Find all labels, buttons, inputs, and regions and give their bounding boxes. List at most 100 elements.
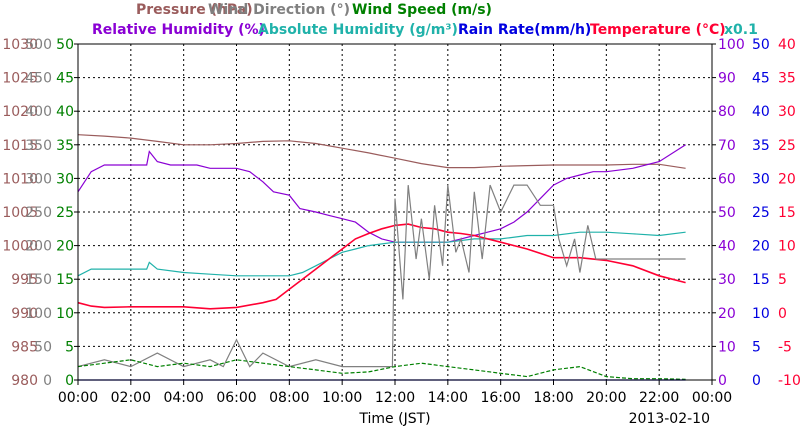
x-tick-label: 20:00 xyxy=(586,390,626,406)
y-tick-label-rain-rate: 35 xyxy=(752,138,770,154)
x-axis-title: Time (JST) xyxy=(358,411,430,427)
legend-wind-speed: Wind Speed (m/s) xyxy=(352,2,492,18)
y-tick-label-relative-humidity: 80 xyxy=(718,104,736,120)
y-tick-label-wind-direction: 100 xyxy=(25,306,52,322)
axes: 00:00 02:00 04:00 06:00 08:00 10:00 12:00 14:00… xyxy=(2,37,800,406)
legend-wind-direction: Wind Direction (°) xyxy=(208,2,350,18)
series-line-wind-speed xyxy=(77,359,686,380)
x-tick-label: 08:00 xyxy=(269,390,309,406)
series-line-pressure xyxy=(77,134,686,169)
y-tick-label-pressure: 1020 xyxy=(2,104,38,120)
x-tick-label: 10:00 xyxy=(322,390,362,406)
y-tick-label-temperature: 30 xyxy=(778,104,796,120)
legend-temperature: Temperature (°C) xyxy=(590,22,726,38)
y-tick-label-rain-rate: 30 xyxy=(752,171,770,187)
y-tick-label-wind-speed: 50 xyxy=(56,37,74,53)
y-tick-label-wind-direction: 350 xyxy=(25,138,52,154)
legend-pressure: Pressure (hPa) xyxy=(136,2,253,18)
absolute-humidity-scale-note: x0.1 xyxy=(724,22,758,38)
series-line-wind-direction xyxy=(77,184,686,368)
x-tick-label: 00:00 xyxy=(58,390,98,406)
x-tick-label: 12:00 xyxy=(375,390,415,406)
y-tick-label-relative-humidity: 50 xyxy=(718,205,736,221)
legend: Pressure (hPa)Wind Direction (°) Wind Spe… xyxy=(92,2,758,38)
y-tick-label-wind-speed: 20 xyxy=(56,239,74,255)
y-tick-label-temperature: 35 xyxy=(778,71,796,87)
y-tick-label-wind-direction: 150 xyxy=(25,272,52,288)
x-tick-label: 00:00 xyxy=(692,390,732,406)
y-tick-label-temperature: 15 xyxy=(778,205,796,221)
y-tick-label-wind-direction: 250 xyxy=(25,205,52,221)
y-tick-label-temperature: 10 xyxy=(778,239,796,255)
y-tick-label-wind-speed: 40 xyxy=(56,104,74,120)
series-group xyxy=(77,134,686,381)
y-tick-label-rain-rate: 10 xyxy=(752,306,770,322)
plot-frame xyxy=(77,43,713,381)
y-tick-label-relative-humidity: 90 xyxy=(718,71,736,87)
y-tick-label-relative-humidity: 60 xyxy=(718,171,736,187)
y-tick-label-rain-rate: 15 xyxy=(752,272,770,288)
y-tick-label-temperature: 40 xyxy=(778,37,796,53)
y-tick-label-pressure: 980 xyxy=(11,373,38,389)
y-tick-label-temperature: 5 xyxy=(778,272,787,288)
y-tick-label-rain-rate: 25 xyxy=(752,205,770,221)
y-tick-label-wind-speed: 45 xyxy=(56,71,74,87)
y-tick-label-pressure: 1000 xyxy=(2,239,38,255)
legend-absolute-humidity: Absolute Humidity (g/m³) xyxy=(258,22,458,38)
y-tick-label-rain-rate: 20 xyxy=(752,239,770,255)
series-line-temperature xyxy=(77,223,686,310)
y-tick-label-wind-direction: 400 xyxy=(25,104,52,120)
legend-rain-rate: Rain Rate(mm/h) xyxy=(458,22,591,38)
y-tick-label-temperature: -10 xyxy=(778,373,800,389)
y-tick-label-wind-direction: 50 xyxy=(34,339,52,355)
y-tick-label-relative-humidity: 70 xyxy=(718,138,736,154)
y-tick-label-relative-humidity: 40 xyxy=(718,239,736,255)
y-tick-label-temperature: -5 xyxy=(778,339,792,355)
y-tick-label-wind-speed: 35 xyxy=(56,138,74,154)
x-tick-label: 22:00 xyxy=(639,390,679,406)
grid xyxy=(78,44,712,380)
y-tick-label-wind-speed: 30 xyxy=(56,171,74,187)
y-tick-label-temperature: 25 xyxy=(778,138,796,154)
y-tick-label-relative-humidity: 100 xyxy=(718,37,745,53)
y-tick-label-pressure: 990 xyxy=(11,306,38,322)
date-label: 2013-02-10 xyxy=(629,411,710,427)
y-tick-label-relative-humidity: 30 xyxy=(718,272,736,288)
y-tick-label-pressure: 1010 xyxy=(2,171,38,187)
y-tick-label-pressure: 1015 xyxy=(2,138,38,154)
y-tick-label-rain-rate: 45 xyxy=(752,71,770,87)
x-tick-label: 18:00 xyxy=(533,390,573,406)
y-tick-label-pressure: 985 xyxy=(11,339,38,355)
y-tick-label-rain-rate: 5 xyxy=(752,339,761,355)
y-tick-label-wind-speed: 0 xyxy=(65,373,74,389)
y-tick-label-wind-speed: 15 xyxy=(56,272,74,288)
y-tick-label-wind-direction: 300 xyxy=(25,171,52,187)
y-tick-label-temperature: 20 xyxy=(778,171,796,187)
y-tick-label-wind-direction: 0 xyxy=(43,373,52,389)
y-tick-label-pressure: 1030 xyxy=(2,37,38,53)
y-tick-label-rain-rate: 40 xyxy=(752,104,770,120)
y-tick-label-pressure: 995 xyxy=(11,272,38,288)
y-tick-label-wind-direction: 500 xyxy=(25,37,52,53)
y-tick-label-relative-humidity: 20 xyxy=(718,306,736,322)
y-tick-label-wind-direction: 450 xyxy=(25,71,52,87)
y-tick-label-relative-humidity: 10 xyxy=(718,339,736,355)
series-line-relative-humidity xyxy=(77,144,686,243)
x-tick-label: 04:00 xyxy=(163,390,203,406)
x-tick-label: 16:00 xyxy=(480,390,520,406)
y-tick-label-wind-speed: 25 xyxy=(56,205,74,221)
y-tick-label-wind-speed: 5 xyxy=(65,339,74,355)
y-tick-label-relative-humidity: 0 xyxy=(718,373,727,389)
y-tick-label-pressure: 1005 xyxy=(2,205,38,221)
y-tick-label-pressure: 1025 xyxy=(2,71,38,87)
y-tick-label-rain-rate: 0 xyxy=(752,373,761,389)
x-tick-label: 14:00 xyxy=(428,390,468,406)
y-tick-label-temperature: 0 xyxy=(778,306,787,322)
x-tick-label: 06:00 xyxy=(216,390,256,406)
y-tick-label-wind-speed: 10 xyxy=(56,306,74,322)
y-tick-label-rain-rate: 50 xyxy=(752,37,770,53)
x-tick-label: 02:00 xyxy=(111,390,151,406)
y-tick-label-wind-direction: 200 xyxy=(25,239,52,255)
legend-relative-humidity: Relative Humidity (%) xyxy=(92,22,265,38)
